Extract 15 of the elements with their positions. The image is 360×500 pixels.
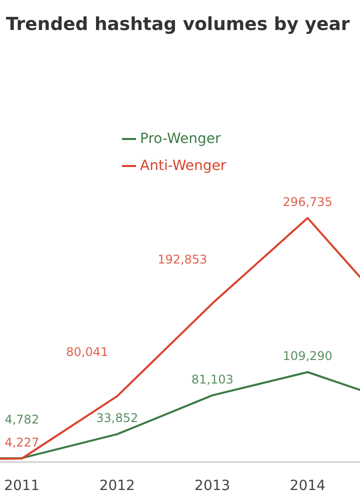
x-tick-label: 2011 (4, 478, 40, 494)
data-label: 33,852 (96, 411, 138, 426)
x-tick-label: 2013 (194, 478, 230, 494)
data-label: 4,227 (4, 436, 40, 450)
data-label: 109,290 (282, 349, 332, 364)
data-label: 296,735 (282, 195, 332, 209)
legend-label: Anti-Wenger (140, 158, 226, 174)
legend-label: Pro-Wenger (140, 131, 221, 147)
data-label: 192,853 (158, 252, 208, 266)
data-label: 81,103 (191, 372, 234, 386)
data-label: 80,041 (66, 345, 108, 360)
chart-title: Trended hashtag volumes by year (6, 14, 350, 35)
x-tick-label: 2012 (99, 478, 135, 494)
data-label: 4,782 (4, 412, 40, 427)
x-tick-label: 2014 (290, 478, 326, 494)
